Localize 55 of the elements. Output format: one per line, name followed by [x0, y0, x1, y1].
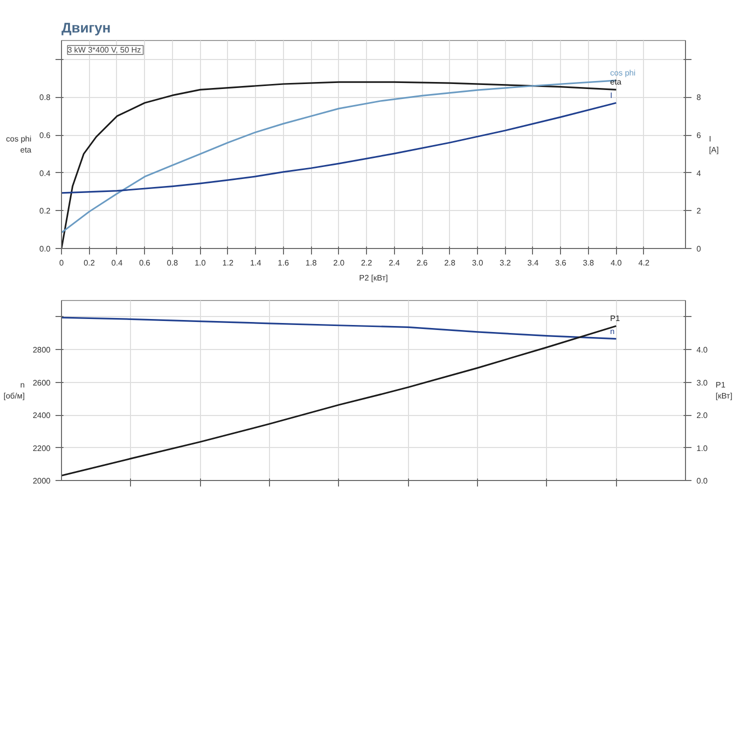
- y-tick-label: 0.8: [39, 93, 52, 102]
- x-tick-label: 3.4: [527, 258, 540, 268]
- series-label: I: [610, 90, 612, 100]
- x-tick-label: 3.8: [582, 258, 595, 268]
- y2-tick-label: 0: [696, 244, 702, 254]
- line-series: [62, 102, 617, 194]
- x-tick-label: 1.4: [250, 258, 262, 268]
- series-label: n: [610, 326, 615, 336]
- y2-tick-label: 1.0: [696, 444, 708, 453]
- series-label: eta: [610, 78, 622, 87]
- x-tick-label: 1.6: [278, 258, 290, 268]
- x-tick-label: 0.8: [166, 258, 179, 268]
- y2-tick-label: 4: [696, 168, 702, 178]
- y2-tick-label: 8: [696, 93, 702, 102]
- y-axis-title: cos phi eta: [6, 134, 32, 154]
- y-axis-title: n [об/м]: [4, 380, 25, 400]
- y-tick-label: 0.0: [39, 244, 52, 254]
- x-tick-label: 0.4: [111, 258, 124, 268]
- y-tick-label: 0.6: [39, 131, 52, 140]
- x-tick-label: 0.2: [84, 258, 96, 268]
- x-tick-label: 3.0: [472, 258, 484, 268]
- series-label: cos phi: [610, 68, 636, 78]
- y2-tick-label: 0.0: [696, 476, 708, 486]
- y2-tick-label: 2.0: [696, 411, 708, 420]
- y-tick-label: 0.2: [39, 206, 52, 216]
- chart-title: Двигун: [62, 20, 111, 36]
- x-tick-label: 1.0: [194, 258, 206, 268]
- x-tick-label: 2.0: [333, 258, 345, 268]
- x-tick-label: 4.2: [638, 258, 650, 268]
- x-tick-label: 3.6: [555, 258, 567, 268]
- x-axis-title: P2 [кВт]: [359, 274, 388, 282]
- y2-axis-title: I [A]: [708, 134, 719, 154]
- x-tick-label: 3.2: [500, 258, 512, 268]
- x-tick-label: 0.6: [139, 258, 151, 268]
- series-label: P1: [610, 314, 621, 324]
- x-tick-label: 2.8: [444, 258, 456, 268]
- x-tick-label: 2.6: [416, 258, 428, 268]
- x-tick-label: 4.0: [610, 258, 622, 268]
- y2-tick-label: 2: [696, 206, 702, 216]
- x-tick-label: 2.4: [388, 258, 400, 268]
- line-series: [62, 325, 617, 476]
- y-tick-label: 2000: [32, 476, 52, 486]
- y2-tick-label: 4.0: [696, 346, 708, 355]
- x-tick-label: 1.8: [306, 258, 318, 268]
- y2-tick-label: 3.0: [696, 378, 708, 388]
- y-tick-label: 2600: [32, 378, 52, 388]
- y-tick-label: 0.4: [39, 168, 52, 178]
- y-tick-label: 2200: [32, 444, 52, 453]
- x-tick-label: 0: [59, 258, 64, 268]
- x-tick-label: 1.2: [222, 258, 234, 268]
- x-tick-label: 2.2: [361, 258, 373, 268]
- y-tick-label: 2800: [32, 346, 52, 355]
- y2-tick-label: 6: [696, 131, 702, 140]
- y2-axis-title: P1 [кВт]: [716, 380, 732, 400]
- y-tick-label: 2400: [32, 411, 52, 420]
